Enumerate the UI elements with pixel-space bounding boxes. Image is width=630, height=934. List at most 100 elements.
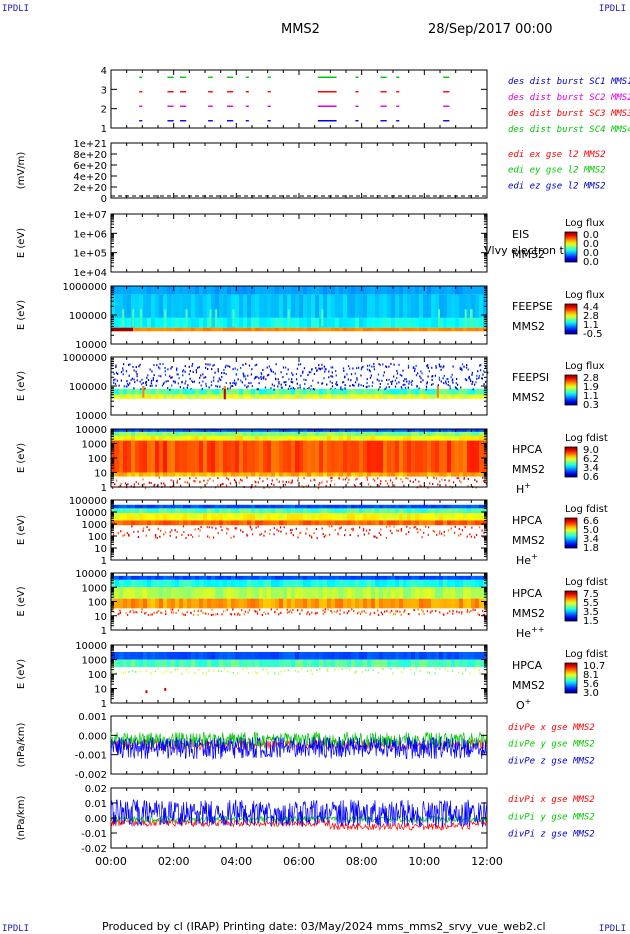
- species-label-hpca_h: H+: [516, 481, 531, 496]
- ytick-label: 1e+05: [73, 249, 107, 260]
- species-label-hpca_he: He+: [516, 552, 538, 567]
- ytick-label: 10: [94, 685, 107, 696]
- colorbar-eis: [564, 231, 578, 263]
- legend-entry-burst: des dist burst SC3 MMS3: [508, 109, 630, 119]
- ytick-label: 100: [88, 670, 107, 681]
- legend-entry-divpe: divPe z gse MMS2: [508, 756, 595, 766]
- cbar-tick-hpca_he: 1.8: [583, 543, 599, 554]
- ytick-label: 1: [101, 626, 107, 637]
- date-title: 28/Sep/2017 00:00: [428, 22, 553, 37]
- ylabel-eis: E (eV): [16, 228, 27, 258]
- ytick-label: 1000000: [62, 353, 107, 364]
- ytick-label: -0.02: [81, 844, 107, 855]
- spectrogram-hpca_hepp: [111, 575, 488, 617]
- line-series: [110, 736, 487, 760]
- legend-entry-divpi: divPi z gse MMS2: [508, 830, 595, 840]
- ytick-label: 10000: [75, 340, 107, 351]
- ytick-label: 3: [101, 85, 107, 96]
- colorbar-hpca_hepp: [564, 590, 578, 622]
- instrument-label-hpca_o: HPCA: [512, 659, 543, 672]
- ytick-label: 0.00: [85, 814, 107, 825]
- ytick-label: 1000: [82, 520, 107, 531]
- cbar-title-feepse: Log flux: [565, 290, 605, 301]
- spectrogram-feepse: [111, 286, 488, 332]
- ytick-label: 10000: [75, 508, 107, 519]
- xtick-label: 08:00: [346, 855, 378, 868]
- spacecraft-label-hpca_he: MMS2: [512, 534, 545, 547]
- cbar-tick-hpca_o: 10.7: [583, 661, 605, 672]
- instrument-label-feepsi: FEEPSI: [512, 371, 549, 384]
- cbar-title-hpca_h: Log fdist: [565, 433, 608, 444]
- ytick-label: 1000: [82, 656, 107, 667]
- cbar-tick-hpca_h: 9.0: [583, 445, 599, 456]
- ylabel-hpca_o: E (eV): [16, 659, 27, 689]
- cbar-tick-hpca_hepp: 5.5: [583, 598, 599, 609]
- instrument-label-feepse: FEEPSE: [512, 300, 553, 313]
- ylabel-hpca_hepp: E (eV): [16, 586, 27, 616]
- ytick-label: 1000: [82, 583, 107, 594]
- ytick-label: 1e+04: [73, 268, 107, 279]
- spectrogram-hpca_he: [111, 504, 488, 540]
- ylabel-divpi: (nPa/km): [16, 796, 27, 841]
- xtick-label: 04:00: [220, 855, 252, 868]
- cbar-tick-feepsi: 1.9: [583, 382, 599, 393]
- ylabel-edi: (mV/m): [16, 152, 27, 190]
- ytick-label: 0.000: [78, 731, 107, 742]
- ytick-label: 1: [101, 124, 107, 135]
- cbar-tick-eis: 0.0: [583, 257, 599, 268]
- cbar-tick-feepse: 1.1: [583, 320, 599, 331]
- instrument-label-hpca_hepp: HPCA: [512, 587, 543, 600]
- ytick-label: 1000: [82, 440, 107, 451]
- ytick-label: 1e+07: [73, 210, 107, 221]
- instrument-label-hpca_he: HPCA: [512, 514, 543, 527]
- cbar-tick-hpca_o: 3.0: [583, 688, 599, 699]
- ylabel-feepsi: E (eV): [16, 371, 27, 401]
- panel-frame-eis: [110, 213, 488, 273]
- legend-entry-burst: des dist burst SC2 MMS2: [508, 93, 630, 103]
- ylabel-hpca_h: E (eV): [16, 443, 27, 473]
- cbar-tick-eis: 0.0: [583, 230, 599, 241]
- instrument-label-eis: EIS: [512, 228, 529, 241]
- legend-entry-burst: des dist burst SC4 MMS4: [508, 125, 630, 135]
- cbar-tick-hpca_h: 6.2: [583, 454, 599, 465]
- cbar-tick-eis: 0.0: [583, 248, 599, 259]
- xtick-label: 06:00: [283, 855, 315, 868]
- ytick-label: 10: [94, 544, 107, 555]
- spacecraft-label-feepse: MMS2: [512, 320, 545, 333]
- legend-entry-divpi: divPi x gse MMS2: [508, 795, 595, 805]
- spacecraft-label-eis: MMS2: [512, 248, 545, 261]
- cbar-tick-hpca_he: 3.4: [583, 534, 599, 545]
- legend-entry-edi: edi ez gse l2 MMS2: [508, 181, 606, 191]
- cbar-tick-feepsi: 0.3: [583, 400, 599, 411]
- colorbar-hpca_h: [564, 446, 578, 478]
- footer-credit: Produced by cl (IRAP) Printing date: 03/…: [102, 920, 546, 933]
- panel-frame-burst: [110, 69, 488, 129]
- legend-entry-divpe: divPe x gse MMS2: [508, 723, 595, 733]
- spectrogram-feepsi: [111, 362, 489, 400]
- cbar-tick-feepse: -0.5: [583, 329, 603, 340]
- cbar-title-hpca_hepp: Log fdist: [565, 577, 608, 588]
- xtick-label: 12:00: [471, 855, 503, 868]
- xtick-label: 00:00: [95, 855, 127, 868]
- ytick-label: 1: [101, 556, 107, 567]
- colorbar-feepsi: [564, 374, 578, 406]
- ytick-label: 0: [101, 194, 107, 205]
- instrument-label-hpca_h: HPCA: [512, 443, 543, 456]
- panel-frame-feepsi: [110, 356, 488, 416]
- spacecraft-label-feepsi: MMS2: [512, 391, 545, 404]
- cbar-tick-hpca_h: 0.6: [583, 472, 599, 483]
- corner-label-top-right: IPDLI: [598, 4, 626, 14]
- ytick-label: 1e+21: [73, 139, 107, 150]
- legend-entry-divpe: divPe y gse MMS2: [508, 740, 595, 750]
- ytick-label: 2e+20: [73, 183, 107, 194]
- ytick-label: 10000: [75, 569, 107, 580]
- ytick-label: 100: [88, 598, 107, 609]
- ytick-label: -0.002: [75, 770, 107, 781]
- ytick-label: 2: [101, 105, 107, 116]
- ytick-label: 100000: [69, 496, 107, 507]
- colorbar-hpca_o: [564, 662, 578, 694]
- cbar-tick-feepse: 4.4: [583, 302, 599, 313]
- ytick-label: 1: [101, 483, 107, 494]
- ytick-label: 100000: [69, 311, 107, 322]
